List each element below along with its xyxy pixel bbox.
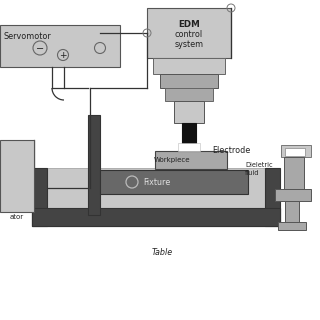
Text: +: +	[59, 51, 67, 60]
Polygon shape	[147, 8, 231, 58]
Polygon shape	[165, 88, 213, 101]
Polygon shape	[281, 145, 311, 157]
Text: Electrode: Electrode	[212, 146, 250, 155]
Polygon shape	[32, 168, 47, 226]
Polygon shape	[278, 222, 306, 230]
Polygon shape	[0, 25, 120, 67]
Text: fluid: fluid	[245, 170, 260, 176]
Text: control: control	[175, 29, 203, 38]
Polygon shape	[0, 140, 34, 212]
Polygon shape	[265, 168, 280, 226]
Polygon shape	[153, 58, 225, 74]
Polygon shape	[174, 101, 204, 123]
Text: EDM: EDM	[178, 20, 200, 28]
Text: Workpiece: Workpiece	[154, 157, 190, 163]
Polygon shape	[178, 143, 200, 151]
Polygon shape	[182, 123, 196, 143]
Polygon shape	[284, 157, 304, 189]
Polygon shape	[32, 208, 280, 226]
Text: −: −	[36, 44, 44, 53]
Text: Dieletric: Dieletric	[245, 162, 273, 168]
Polygon shape	[275, 189, 311, 201]
Polygon shape	[285, 201, 299, 229]
Text: system: system	[174, 39, 204, 49]
Polygon shape	[44, 168, 268, 210]
Text: Table: Table	[151, 248, 172, 257]
Polygon shape	[285, 148, 305, 156]
Polygon shape	[155, 151, 227, 169]
Polygon shape	[88, 115, 100, 215]
Text: Fixture: Fixture	[143, 178, 170, 187]
Polygon shape	[32, 208, 280, 226]
Text: Servomotor: Servomotor	[3, 31, 51, 41]
Text: ator: ator	[10, 214, 24, 220]
Polygon shape	[32, 188, 280, 209]
Polygon shape	[100, 170, 248, 194]
Polygon shape	[160, 74, 218, 88]
